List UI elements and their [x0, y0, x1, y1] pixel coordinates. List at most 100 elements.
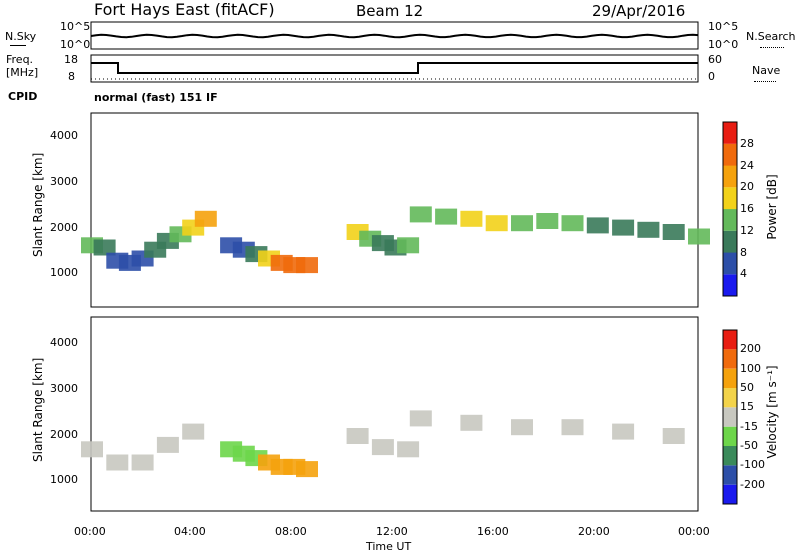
velocity-panel — [90, 316, 699, 512]
powerBar-swatch-4 — [723, 187, 737, 210]
xtick-5: 20:00 — [578, 525, 610, 538]
mhz-label: [MHz] — [6, 66, 39, 79]
powerBar-swatch-3 — [723, 209, 737, 231]
nave-tick-bottom: 0 — [708, 70, 715, 83]
vel-ytick-2000: 2000 — [50, 428, 78, 441]
velCells-cell-16 — [460, 414, 483, 431]
powerBar-swatch-7 — [723, 122, 737, 144]
velocity-colorbar-label: Velocity [m s⁻¹] — [765, 365, 779, 459]
date-label: 29/Apr/2016 — [592, 2, 686, 20]
velCells-cell-11 — [296, 461, 318, 478]
velBar-swatch-2 — [723, 446, 737, 466]
velBar-swatch-8 — [723, 330, 737, 350]
powerCells-cell-32 — [662, 224, 685, 240]
nsky-trace — [90, 33, 699, 39]
powerBar-tick-5: 24 — [740, 158, 754, 172]
powerCells-cell-22 — [409, 206, 432, 223]
velBar-tick-4: 15 — [740, 400, 754, 414]
xtick-0: 00:00 — [74, 525, 106, 538]
velBar-tick-1: -100 — [740, 458, 765, 472]
vel-ylabel: Slant Range [km] — [31, 357, 45, 462]
power-cells — [81, 206, 710, 274]
velCells-cell-4 — [182, 423, 205, 440]
powerCells-cell-27 — [536, 213, 559, 229]
powerBar-tick-4: 20 — [740, 180, 754, 194]
power-ytick-2000: 2000 — [50, 221, 78, 234]
velBar-swatch-1 — [723, 465, 737, 485]
velCells-cell-18 — [561, 419, 584, 436]
powerCells-cell-1 — [93, 239, 116, 256]
powerCells-cell-30 — [612, 219, 635, 236]
radar-title: Fort Hays East (fitACF) — [94, 0, 275, 19]
xtick-2: 08:00 — [275, 525, 307, 538]
velBar-tick-3: -15 — [740, 419, 758, 433]
nsearch-legend-line — [760, 47, 784, 48]
velCells-cell-17 — [511, 419, 533, 436]
freq-trace — [91, 62, 698, 74]
velBar-tick-0: -200 — [740, 477, 765, 491]
freq-tick-top: 18 — [64, 53, 78, 66]
vel-ytick-4000: 4000 — [50, 336, 78, 349]
nsearch-tick-top: 10^5 — [708, 20, 739, 33]
powerBar-swatch-2 — [723, 230, 737, 253]
powerCells-cell-21 — [397, 237, 420, 254]
powerBar-tick-1: 8 — [740, 245, 747, 259]
powerCells-cell-9 — [194, 210, 217, 227]
velCells-cell-1 — [106, 454, 129, 471]
velocity-colorbar — [722, 329, 738, 505]
powerBar-swatch-6 — [723, 143, 737, 166]
powerBar-tick-6: 28 — [740, 136, 754, 150]
powerBar-swatch-5 — [723, 165, 737, 188]
xtick-1: 04:00 — [174, 525, 206, 538]
velBar-swatch-0 — [723, 484, 737, 504]
nsky-tick-bottom: 10^0 — [60, 38, 91, 51]
powerBar-swatch-1 — [723, 252, 737, 275]
powerBar-tick-3: 16 — [740, 202, 754, 215]
powerCells-cell-29 — [586, 217, 609, 234]
vel-ytick-1000: 1000 — [50, 473, 78, 486]
power-ytick-4000: 4000 — [50, 129, 78, 142]
powerCells-cell-33 — [688, 228, 710, 245]
powerBar-tick-0: 4 — [740, 267, 747, 281]
velCells-cell-2 — [131, 454, 154, 471]
velCells-cell-19 — [612, 423, 635, 440]
vel-ytick-3000: 3000 — [50, 382, 78, 395]
powerCells-cell-25 — [485, 215, 508, 232]
cpid-text: normal (fast) 151 IF — [94, 91, 218, 104]
velCells-cell-14 — [397, 441, 420, 458]
powerBar-tick-2: 12 — [740, 223, 754, 237]
velBar-swatch-7 — [723, 349, 737, 369]
velBar-swatch-4 — [723, 407, 737, 427]
nave-label: Nave — [752, 64, 781, 77]
nsky-tick-top: 10^5 — [60, 20, 91, 33]
xlabel: Time UT — [366, 540, 412, 553]
velBar-swatch-6 — [723, 368, 737, 388]
nave-legend-line — [754, 81, 776, 82]
freq-label: Freq. — [6, 53, 34, 66]
powerBar-outline — [722, 121, 738, 297]
velCells-cell-13 — [371, 439, 394, 456]
velCells-cell-3 — [156, 436, 179, 453]
xtick-6: 00:00 — [678, 525, 710, 538]
velBar-tick-7: 200 — [740, 342, 761, 356]
xtick-3: 12:00 — [376, 525, 408, 538]
freq-tick-bottom: 8 — [68, 70, 75, 83]
beam-label: Beam 12 — [356, 2, 424, 20]
velCells-cell-15 — [409, 410, 432, 427]
nsky-label: N.Sky — [5, 30, 37, 43]
velBar-tick-6: 100 — [740, 361, 761, 375]
velCells-cell-0 — [81, 441, 103, 458]
velBar-outline — [722, 329, 738, 505]
nsky-legend-line — [10, 45, 26, 46]
velBar-tick-2: -50 — [740, 439, 758, 452]
velocity-cells — [81, 410, 685, 478]
powerCells-cell-28 — [561, 215, 584, 232]
power-ytick-3000: 3000 — [50, 175, 78, 188]
velBar-swatch-5 — [723, 388, 737, 408]
xtick-4: 16:00 — [477, 525, 509, 538]
powerCells-cell-24 — [460, 210, 483, 227]
powerCells-cell-16 — [296, 257, 318, 274]
power-ylabel: Slant Range [km] — [31, 152, 45, 257]
nsearch-label: N.Search — [746, 30, 796, 43]
